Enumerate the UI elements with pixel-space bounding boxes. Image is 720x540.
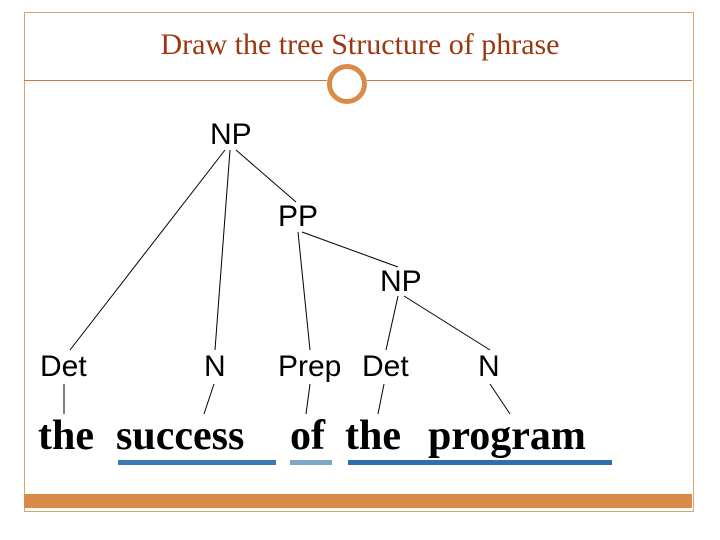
slide-title: Draw the tree Structure of phrase (0, 28, 720, 62)
underline-0 (118, 460, 276, 465)
node-n1: N (204, 350, 226, 384)
node-np2: NP (380, 265, 422, 299)
title-circle-icon (327, 64, 367, 104)
underline-1 (290, 460, 332, 465)
node-n2: N (478, 350, 500, 384)
node-det2: Det (362, 350, 409, 384)
divider-left (24, 80, 327, 81)
node-det1: Det (40, 350, 87, 384)
slide: Draw the tree Structure of phrase NPPPNP… (0, 0, 720, 540)
node-np1: NP (210, 118, 252, 152)
bottom-bar (24, 494, 692, 508)
leaf-the1: the (38, 412, 94, 460)
leaf-of: of (290, 412, 325, 460)
node-pp: PP (278, 200, 318, 234)
leaf-the2: the (345, 412, 401, 460)
divider-right (367, 80, 692, 81)
leaf-success: success (116, 412, 244, 460)
node-prep: Prep (278, 350, 341, 384)
leaf-program: program (428, 412, 586, 460)
underline-2 (348, 460, 612, 465)
